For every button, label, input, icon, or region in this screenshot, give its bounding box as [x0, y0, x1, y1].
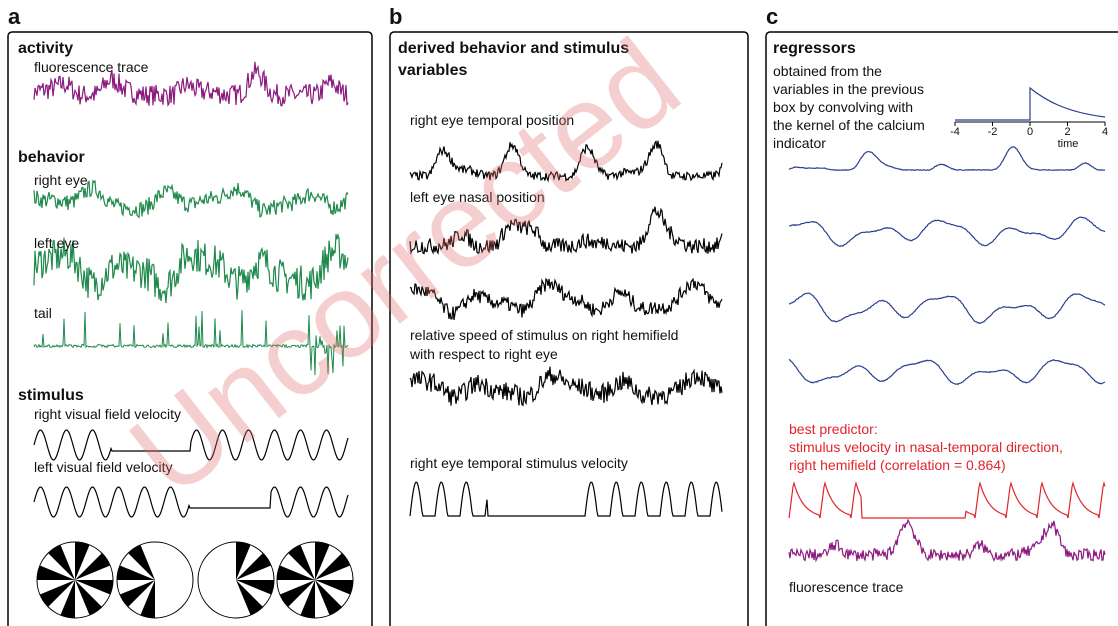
heading: variables: [398, 62, 467, 79]
trace: [410, 277, 723, 320]
label: right hemifield (correlation = 0.864): [789, 457, 1006, 473]
axis-label: time: [1058, 138, 1079, 150]
wedge: [236, 580, 274, 595]
wedge: [300, 580, 315, 618]
label: left eye nasal position: [410, 189, 545, 205]
heading: behavior: [18, 149, 85, 166]
watermark: Uncorrected: [106, 14, 704, 522]
label: with respect to right eye: [409, 346, 558, 362]
wedge: [75, 580, 113, 595]
trace: [788, 146, 1105, 171]
wedge: [75, 580, 102, 616]
wedge: [277, 565, 315, 580]
traces: [33, 61, 1106, 619]
tick-label: 0: [1027, 126, 1033, 138]
trace: [33, 61, 349, 107]
tick-label: -2: [988, 126, 998, 138]
tick-label: -4: [950, 126, 960, 138]
trace: [33, 179, 349, 219]
wedge: [279, 580, 315, 607]
tick-label: 2: [1064, 126, 1070, 138]
wedge: [288, 544, 315, 580]
label: left eye: [34, 235, 79, 251]
desc: the kernel of the calcium: [773, 117, 925, 133]
wedge: [39, 580, 75, 607]
label: fluorescence trace: [789, 579, 904, 595]
wedge: [117, 565, 155, 580]
trace: [409, 140, 723, 183]
label: left visual field velocity: [34, 459, 173, 475]
label: relative speed of stimulus on right hemi…: [410, 327, 678, 343]
panel-label: c: [766, 4, 778, 29]
kernel-curve: [955, 86, 1106, 121]
wedge: [315, 542, 330, 580]
wedge: [315, 553, 351, 580]
trace: [409, 366, 723, 407]
desc: obtained from the: [773, 63, 882, 79]
wedge: [140, 580, 155, 618]
label: tail: [34, 305, 52, 321]
panel-label: b: [389, 4, 402, 29]
tick-label: 4: [1102, 126, 1108, 138]
wedge: [315, 580, 353, 595]
desc: indicator: [773, 135, 826, 151]
trace: [788, 518, 1106, 563]
kernel-plot: time -4 -2 0 2 4: [950, 86, 1108, 150]
panel-c-box: [765, 31, 1118, 626]
wedge: [315, 580, 342, 616]
desc: variables in the previous: [773, 81, 924, 97]
panel-b-box: [389, 31, 749, 626]
wedge: [119, 580, 155, 607]
wedge: [128, 544, 155, 580]
trace: [788, 481, 1106, 519]
label: right visual field velocity: [34, 406, 181, 422]
heading: derived behavior and stimulus: [398, 40, 629, 57]
heading: regressors: [773, 40, 856, 57]
trace: [409, 206, 723, 256]
label: stimulus velocity in nasal-temporal dire…: [789, 439, 1063, 455]
label: fluorescence trace: [34, 59, 149, 75]
wedge: [236, 580, 263, 616]
trace: [33, 429, 349, 461]
label: right eye: [34, 172, 88, 188]
wedge: [37, 565, 75, 580]
trace: [33, 310, 349, 376]
trace: [409, 481, 723, 517]
label: right eye temporal position: [410, 112, 574, 128]
label: best predictor:: [789, 421, 878, 437]
trace: [788, 292, 1106, 325]
panel-a-box: [7, 31, 373, 626]
heading: activity: [18, 40, 73, 57]
trace: [788, 358, 1106, 386]
wedge: [48, 544, 75, 580]
trace: [33, 232, 349, 304]
wedge: [75, 553, 111, 580]
wedge: [75, 542, 90, 580]
heading: stimulus: [18, 387, 84, 404]
desc: box by convolving with: [773, 99, 913, 115]
wedge: [60, 580, 75, 618]
label: right eye temporal stimulus velocity: [410, 455, 628, 471]
trace: [789, 216, 1106, 247]
trace: [33, 486, 349, 518]
wedge: [236, 542, 251, 580]
wedge: [236, 553, 272, 580]
panel-label: a: [8, 4, 21, 29]
